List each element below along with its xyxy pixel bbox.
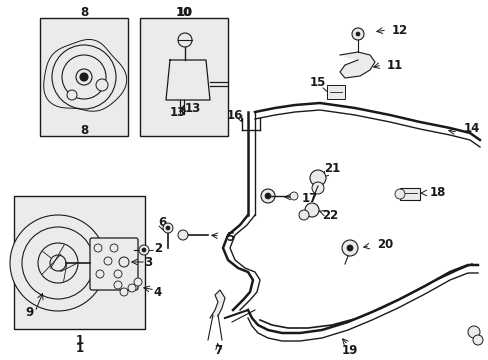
Circle shape [110, 244, 118, 252]
Text: 14: 14 [463, 122, 479, 135]
Polygon shape [165, 60, 209, 100]
Circle shape [62, 55, 106, 99]
Circle shape [134, 278, 142, 286]
Text: 9: 9 [26, 306, 34, 319]
Circle shape [128, 284, 136, 292]
Circle shape [178, 33, 192, 47]
Circle shape [261, 189, 274, 203]
Circle shape [298, 210, 308, 220]
Circle shape [142, 248, 146, 252]
Circle shape [311, 182, 324, 194]
Circle shape [114, 281, 122, 289]
Text: 13: 13 [184, 102, 201, 114]
Polygon shape [209, 290, 224, 318]
Circle shape [163, 223, 173, 233]
Circle shape [114, 270, 122, 278]
Text: 12: 12 [391, 23, 407, 36]
Text: 16: 16 [226, 108, 243, 122]
Text: 6: 6 [158, 216, 166, 229]
Text: 3: 3 [143, 256, 152, 269]
Circle shape [289, 192, 297, 200]
Circle shape [341, 240, 357, 256]
Bar [14, 196, 145, 329]
Text: 13: 13 [169, 105, 186, 118]
Circle shape [104, 257, 112, 265]
Circle shape [394, 189, 404, 199]
Circle shape [119, 257, 129, 267]
FancyBboxPatch shape [90, 238, 138, 290]
Text: 11: 11 [386, 59, 402, 72]
Circle shape [139, 245, 149, 255]
Circle shape [351, 28, 363, 40]
Circle shape [309, 170, 325, 186]
Circle shape [96, 270, 104, 278]
Polygon shape [339, 52, 374, 78]
Circle shape [178, 230, 187, 240]
Text: 10: 10 [176, 5, 192, 18]
Text: 19: 19 [341, 343, 357, 356]
Circle shape [165, 226, 170, 230]
Circle shape [80, 73, 88, 81]
Bar [140, 18, 227, 136]
Circle shape [305, 203, 318, 217]
Text: 18: 18 [429, 185, 445, 198]
Text: 5: 5 [225, 230, 234, 243]
Text: 22: 22 [321, 208, 337, 221]
Text: 10: 10 [177, 5, 193, 18]
Text: 21: 21 [323, 162, 340, 175]
Circle shape [467, 326, 479, 338]
Circle shape [355, 32, 359, 36]
Text: 4: 4 [154, 285, 162, 298]
Circle shape [94, 244, 102, 252]
Circle shape [264, 193, 270, 199]
Text: 1: 1 [76, 342, 84, 355]
Circle shape [67, 90, 77, 100]
Circle shape [96, 79, 108, 91]
Text: 15: 15 [309, 76, 325, 89]
Bar [326, 85, 345, 99]
Circle shape [472, 335, 482, 345]
Circle shape [120, 288, 128, 296]
Text: 8: 8 [80, 5, 88, 18]
Circle shape [22, 227, 94, 299]
Circle shape [346, 245, 352, 251]
Text: 7: 7 [214, 343, 222, 356]
Circle shape [10, 215, 106, 311]
Text: 20: 20 [376, 238, 392, 251]
Text: 17: 17 [301, 192, 318, 204]
Text: 1: 1 [76, 333, 84, 346]
Text: 2: 2 [154, 242, 162, 255]
Circle shape [50, 255, 66, 271]
Bar [40, 18, 128, 136]
Bar [399, 188, 419, 200]
Text: 8: 8 [80, 123, 88, 136]
Circle shape [76, 69, 92, 85]
Circle shape [52, 45, 116, 109]
Polygon shape [43, 40, 126, 111]
Circle shape [38, 243, 78, 283]
